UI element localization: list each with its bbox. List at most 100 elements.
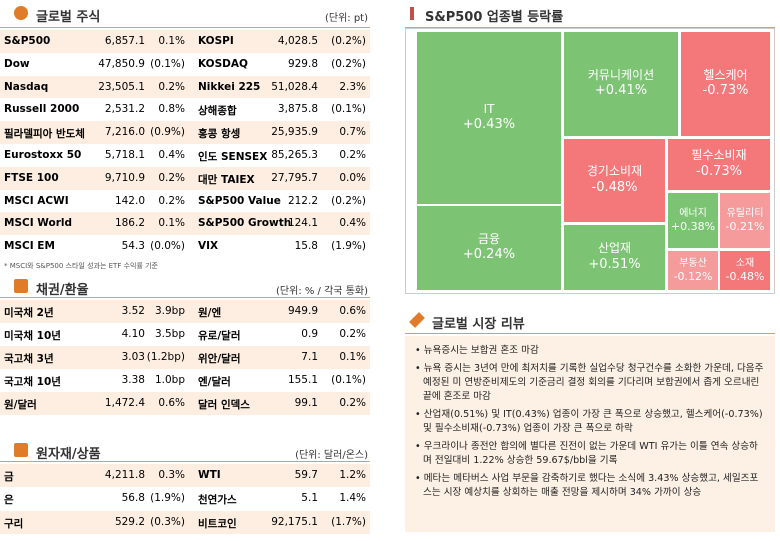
rule <box>0 461 370 462</box>
cell-change: -0.21% <box>725 219 765 233</box>
cell-text: 155.1 <box>287 374 318 386</box>
cell-text: 92,175.1 <box>271 515 318 528</box>
table-row: 금 4,211.8 0.3% WTI 59.7 1.2% <box>0 464 370 488</box>
cell-text: 3.9bp <box>154 305 185 317</box>
table-row: 국고채 10년 3.38 1.0bp 엔/달러 155.1 (0.1%) <box>0 369 370 392</box>
treemap: IT +0.43% 금융 +0.24% 커뮤니케이션 +0.41% 헬스케어 -0.73% 경기… <box>405 28 775 294</box>
cell-text: 2,531.2 <box>104 103 145 116</box>
cell-text: S&P500 Value <box>198 194 281 207</box>
review-item: 뉴욕증시는 보합권 혼조 마감 <box>415 344 765 358</box>
table-row: Dow 47,850.9 (0.1%) KOSDAQ 929.8 (0.2%) <box>0 53 370 76</box>
cell-text: (0.2%) <box>331 194 366 207</box>
cell-text: 51,028.4 <box>271 80 318 93</box>
treemap-cell: 헬스케어 -0.73% <box>680 31 771 137</box>
table-row: 미국채 10년 4.10 3.5bp 유로/달러 0.9 0.2% <box>0 323 370 346</box>
cell-text: (1.2bp) <box>146 351 185 363</box>
cell-change: -0.48% <box>591 179 638 195</box>
cell-change: -0.48% <box>725 269 765 283</box>
cell-change: +0.51% <box>588 256 641 272</box>
unit: (단위: 달러/온스) <box>295 450 368 461</box>
cell-text: 인도 SENSEX <box>198 151 268 163</box>
cell-text: 2.3% <box>339 80 366 93</box>
cell-text: (0.2%) <box>331 35 366 47</box>
cell-text: 0.6% <box>339 305 366 317</box>
cell-text: 1.4% <box>339 492 366 505</box>
cell-text: 0.1% <box>339 351 366 363</box>
cell-text: 7,216.0 <box>104 126 145 139</box>
cell-text: 0.2% <box>339 397 366 409</box>
table-row: MSCI World 186.2 0.1% S&P500 Growth 124.1 0.4… <box>0 212 370 236</box>
cell-text: 구리 <box>4 517 24 530</box>
cell-text: Eurostoxx 50 <box>4 149 82 161</box>
cell-text: 0.8% <box>158 103 185 116</box>
cell-label: 필수소비재 <box>691 148 747 163</box>
cell-label: 커뮤니케이션 <box>587 67 655 82</box>
table-row: Russell 2000 2,531.2 0.8% 상해종합 3,875.8 (0.1%) <box>0 98 370 121</box>
unit: (단위: % / 각국 통화) <box>276 286 368 297</box>
cell-text: 0.2% <box>339 149 366 161</box>
cell-change: +0.43% <box>462 117 516 133</box>
treemap-cell: 커뮤니케이션 +0.41% <box>563 31 679 137</box>
cell-text: 천연가스 <box>198 494 237 507</box>
cell-text: 6,857.1 <box>104 35 145 47</box>
cell-text: 0.4% <box>158 149 185 161</box>
cell-text: 0.2% <box>158 171 185 184</box>
cell-text: 0.0% <box>339 171 366 184</box>
cell-text: S&P500 <box>4 35 51 47</box>
review-box: 뉴욕증시는 보합권 혼조 마감뉴욕 증시는 3년여 만에 최저치를 기록한 실업… <box>405 336 775 532</box>
unit: (단위: pt) <box>324 13 368 24</box>
cell-text: 59.7 <box>294 469 318 481</box>
cell-text: 27,795.7 <box>271 171 318 184</box>
cell-text: 56.8 <box>121 492 145 505</box>
note: * MSCI와 S&P500 스타일 성과는 ETF 수익률 기준 <box>4 262 158 270</box>
cell-text: Nasdaq <box>4 80 49 93</box>
table-row: FTSE 100 9,710.9 0.2% 대만 TAIEX 27,795.7 0.0% <box>0 166 370 190</box>
cell-label: 경기소비재 <box>586 164 643 179</box>
section-title: S&P500 업종별 등락률 <box>425 10 564 25</box>
cell-text: (0.0%) <box>150 240 185 253</box>
cell-text: (0.3%) <box>150 515 185 528</box>
cell-text: 4.10 <box>121 328 145 340</box>
table-row: Eurostoxx 50 5,718.1 0.4% 인도 SENSEX 85,265.3… <box>0 144 370 167</box>
table-row: 구리 529.2 (0.3%) 비트코인 92,175.1 (1.7%) <box>0 510 370 534</box>
rule <box>0 27 370 28</box>
cell-text: 0.3% <box>158 469 185 481</box>
cell-text: (1.9%) <box>331 240 366 253</box>
section-title: 글로벌 시장 리뷰 <box>432 317 525 332</box>
treemap-cell: 유틸리티 -0.21% <box>719 192 771 249</box>
cell-label: 금융 <box>477 231 501 246</box>
cell-text: (1.7%) <box>331 515 366 528</box>
treemap-cell: 필수소비재 -0.73% <box>667 138 771 191</box>
table-row: 미국채 2년 3.52 3.9bp 원/엔 949.9 0.6% <box>0 300 370 323</box>
cell-text: (0.1%) <box>331 374 366 386</box>
cell-text: VIX <box>198 240 219 253</box>
cell-text: 미국채 2년 <box>4 307 54 319</box>
cell-text: 필라델피아 반도체 <box>4 128 85 141</box>
cell-text: 47,850.9 <box>98 57 145 70</box>
table-row: 필라델피아 반도체 7,216.0 (0.9%) 홍콩 항셍 25,935.9 0.7% <box>0 121 370 144</box>
cell-text: 상해종합 <box>198 105 237 118</box>
cell-label: 유틸리티 <box>726 207 764 219</box>
table-row: 원/달러 1,472.4 0.6% 달러 인덱스 99.1 0.2% <box>0 392 370 415</box>
cell-text: 124.1 <box>287 217 318 230</box>
cell-text: 0.2% <box>158 80 185 93</box>
cell-text: 929.8 <box>287 57 318 70</box>
review-item: 산업재(0.51%) 및 IT(0.43%) 업종이 가장 큰 폭으로 상승했고… <box>415 408 765 436</box>
cell-text: MSCI World <box>4 217 72 230</box>
cell-text: 엔/달러 <box>198 376 231 388</box>
cell-text: (1.9%) <box>150 492 185 505</box>
cell-text: 1.2% <box>339 469 366 481</box>
cell-label: 소재 <box>735 257 755 269</box>
cell-text: 1.0bp <box>154 374 185 386</box>
cell-text: MSCI EM <box>4 240 55 253</box>
cell-text: Dow <box>4 57 30 70</box>
cell-label: 산업재 <box>597 241 632 256</box>
cell-text: 0.4% <box>339 217 366 230</box>
table-row: 은 56.8 (1.9%) 천연가스 5.1 1.4% <box>0 487 370 510</box>
cell-text: 원/달러 <box>4 399 37 411</box>
cell-text: 1,472.4 <box>104 397 145 409</box>
cell-text: 대만 TAIEX <box>198 173 255 186</box>
cell-text: 99.1 <box>294 397 318 409</box>
review-item: 메타는 메타버스 사업 부문을 감축하기로 했다는 소식에 3.43% 상승했고… <box>415 472 765 500</box>
icon <box>14 6 28 20</box>
